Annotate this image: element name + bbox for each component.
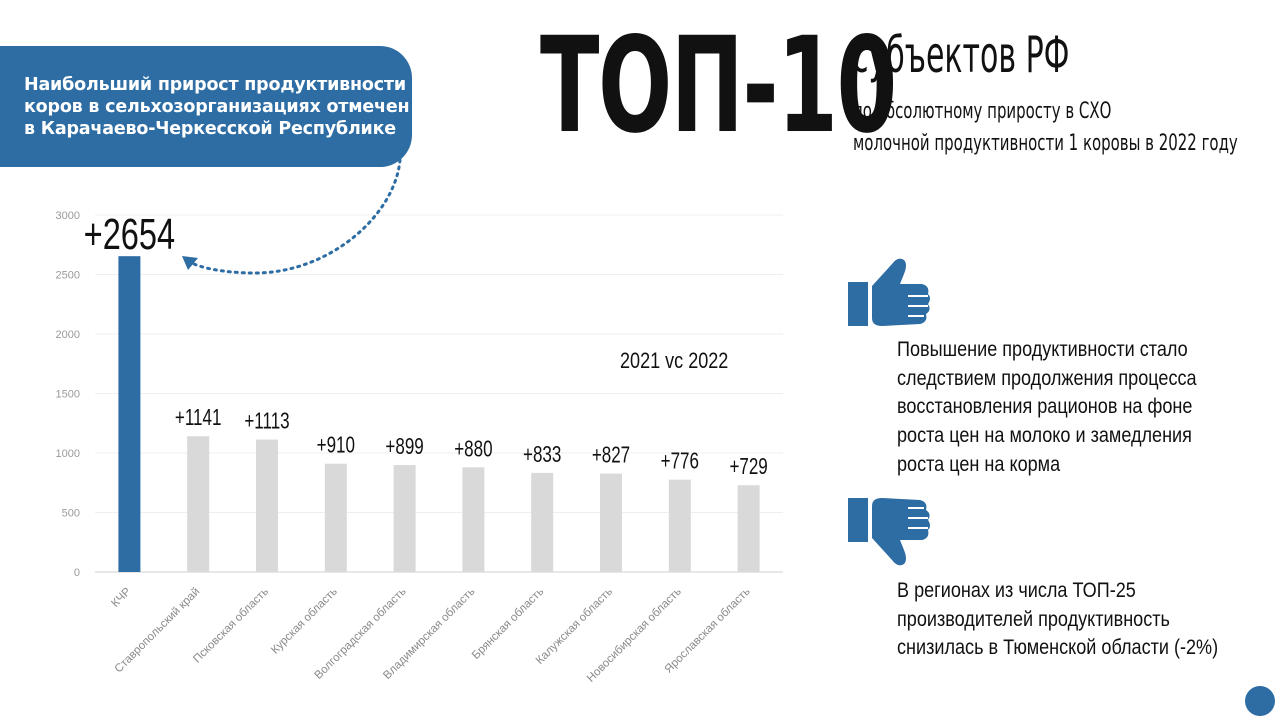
data-label: +2654: [84, 211, 175, 260]
y-tick-label: 1500: [56, 389, 80, 401]
data-label: +729: [729, 455, 767, 480]
y-tick-label: 3000: [56, 210, 80, 222]
note-line: роста цен на молоко и замедления: [897, 424, 1192, 448]
period-label: 2021 vc 2022: [620, 348, 729, 373]
bar: [531, 472, 554, 572]
y-tick-label: 1000: [56, 448, 80, 460]
subtitle-line-1: по абсолютному приросту в СХО: [853, 99, 1112, 124]
note-line: следствием продолжения процесса: [897, 366, 1197, 390]
data-label: +776: [661, 449, 699, 474]
note-line: восстановления рационов на фоне: [897, 395, 1193, 419]
data-label: +1141: [175, 406, 222, 431]
category-label: Курская область: [269, 586, 340, 657]
bar: [187, 436, 210, 572]
arrowhead: [182, 256, 198, 270]
data-label: +910: [317, 433, 355, 458]
bar: [324, 463, 347, 572]
note-line: Повышение продуктивности стало: [897, 338, 1188, 361]
category-label: Брянская область: [470, 586, 546, 662]
positive-note: Повышение продуктивности стало следствие…: [897, 336, 1207, 480]
note-line: В регионах из числа ТОП-25: [897, 579, 1136, 602]
callout-text: Наибольший прирост продуктивности коров …: [24, 74, 410, 140]
thumbs-up-icon: [848, 258, 930, 326]
bar: [462, 467, 485, 572]
data-label: +1113: [244, 409, 289, 434]
y-tick-label: 2500: [56, 270, 80, 282]
y-tick-label: 500: [62, 508, 80, 520]
bar: [118, 256, 141, 572]
bar: [668, 479, 691, 572]
note-line: снизилась в Тюменской области (-2%): [897, 636, 1219, 660]
callout-box: [0, 46, 412, 167]
title-suffix: субъектов РФ: [852, 26, 1070, 84]
bar: [600, 473, 622, 572]
page-title: ТОП-10: [540, 9, 897, 163]
subtitle-line-2: молочной продуктивности 1 коровы в 2022 …: [853, 131, 1238, 156]
note-line: производителей продуктивность: [897, 607, 1170, 631]
y-tick-label: 0: [74, 567, 80, 579]
data-label: +827: [592, 443, 630, 468]
category-label: Калужская область: [534, 586, 615, 667]
thumbs-down-icon: [848, 498, 930, 566]
bar: [256, 439, 278, 572]
note-line: роста цен на корма: [897, 452, 1061, 476]
callout-connector: [188, 158, 402, 275]
y-tick-label: 2000: [56, 329, 80, 341]
category-label: Псковская область: [191, 586, 271, 666]
page-indicator-dot: [1245, 686, 1275, 716]
data-label: +880: [454, 437, 492, 462]
bar: [393, 465, 416, 572]
data-label: +899: [385, 435, 423, 460]
category-label: КЧР: [109, 585, 133, 609]
callout-line: коров в сельхозорганизациях отмечен: [24, 97, 410, 117]
negative-note: В регионах из числа ТОП-25 производителе…: [897, 577, 1219, 663]
callout-line: в Карачаево-Черкесской Республике: [24, 119, 396, 139]
bar: [737, 485, 760, 572]
data-label: +833: [523, 443, 561, 468]
callout-line: Наибольший прирост продуктивности: [24, 75, 406, 95]
